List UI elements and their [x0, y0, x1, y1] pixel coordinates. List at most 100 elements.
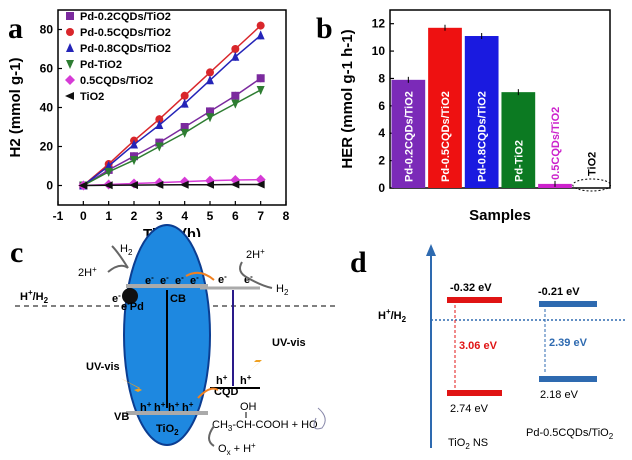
bar-label: Pd-0.8CQDs/TiO2: [477, 91, 489, 182]
hole-vb-3: h+: [168, 400, 180, 414]
pd-electron: e-: [112, 291, 121, 305]
bar-label: Pd-0.5CQDs/TiO2: [440, 91, 452, 182]
series-line: [82, 25, 262, 187]
hole-vb-1: h+: [140, 400, 152, 414]
data-point-marker: [65, 75, 75, 85]
plot-frame-b: [389, 9, 611, 189]
electron-transfer-arrow: [185, 271, 215, 281]
x-axis-label-b: Samples: [469, 207, 531, 224]
bar-label: Pd-TiO2: [513, 140, 525, 182]
y-tick-label-b: 10: [372, 44, 386, 58]
uvvis-lightning-right-icon: [246, 348, 268, 374]
data-point-marker: [206, 75, 214, 85]
pd-label: e-Pd: [121, 299, 144, 313]
y-tick-label-b: 2: [378, 154, 385, 168]
data-point-marker: [256, 30, 265, 40]
data-point-marker: [78, 181, 88, 190]
data-point-marker: [180, 98, 189, 108]
data-point-marker: [130, 156, 138, 166]
two-h-plus-left: 2H+: [78, 265, 97, 279]
bar: [391, 79, 426, 188]
y-tick-label-a: 20: [40, 140, 54, 154]
data-point-marker: [231, 51, 240, 61]
panel-b-letter: b: [316, 12, 333, 45]
data-point-marker: [256, 74, 265, 83]
y-tick-label-b: 8: [378, 71, 385, 85]
tio2-cb-value: -0.32 eV: [450, 282, 492, 294]
x-tick-label-a: 4: [181, 209, 188, 223]
series-line: [82, 77, 262, 187]
data-point-marker: [155, 115, 164, 124]
panel-d-diagram: d H+/H2 -0.32 eV 3.06 eV 2.74 eV TiO2 NS…: [350, 244, 625, 451]
pd-cb-value: -0.21 eV: [538, 286, 580, 298]
series-line: [82, 89, 262, 187]
series-5: [78, 180, 265, 190]
tio2-label: TiO2: [156, 423, 179, 437]
tio2-gap-value: 3.06 eV: [459, 340, 498, 352]
swirl-icon: [313, 407, 326, 430]
data-point-marker: [256, 85, 265, 95]
data-point-marker: [103, 181, 113, 190]
x-tick-label-a: 2: [131, 209, 138, 223]
data-point-marker: [206, 107, 214, 116]
data-point-marker: [66, 43, 74, 52]
cqd-electron-1: e-: [218, 272, 227, 286]
h2-product-left: H2: [120, 243, 133, 257]
y-tick-label-b: 6: [378, 99, 385, 113]
x-tick-label-a: 6: [232, 209, 239, 223]
bar: [501, 92, 536, 188]
y-axis-label-b: HER (mmol g-1 h-1): [339, 29, 356, 168]
h2-arrow-left: [111, 245, 129, 269]
data-point-marker: [206, 68, 214, 77]
electron-cb-1: e-: [145, 273, 154, 287]
x-tick-label-a: 0: [80, 209, 87, 223]
h-plus-h2-label: H+/H2: [20, 288, 49, 305]
oxidation-products: Ox + H+: [218, 441, 256, 457]
pd-composite-name: Pd-0.5CQDs/TiO2: [526, 427, 614, 441]
series-line: [82, 34, 262, 187]
legend-entry: Pd-TiO2: [80, 59, 122, 71]
cqd-hole-1: h+: [216, 373, 228, 387]
y-tick-label-b: 0: [378, 181, 385, 195]
data-point-marker: [66, 12, 74, 20]
bar-label: Pd-0.2CQDs/TiO2: [403, 91, 415, 182]
pd-cb-level: [539, 301, 597, 307]
y-tick-label-a: 60: [40, 62, 54, 76]
legend-entry: Pd-0.2CQDs/TiO2: [80, 11, 171, 23]
bar-label: TiO2: [587, 152, 599, 176]
legend-entry: Pd-0.8CQDs/TiO2: [80, 43, 171, 55]
h2-product-right: H2: [276, 283, 289, 297]
bar-label: 0.5CQDs/TiO2: [550, 107, 562, 180]
data-point-marker: [154, 180, 164, 189]
data-point-marker: [155, 120, 164, 130]
data-point-marker: [66, 60, 74, 69]
data-point-marker: [180, 123, 189, 131]
y-tick-label-a: 80: [40, 23, 54, 37]
x-tick-label-a: 7: [257, 209, 264, 223]
tio2-cb-level: [447, 297, 502, 303]
tio2-ns-name: TiO2 NS: [448, 437, 488, 451]
x-tick-label-a: -1: [53, 209, 64, 223]
oh-label: OH: [240, 401, 257, 413]
data-point-marker: [256, 21, 265, 30]
cqd-electron-2: e-: [244, 272, 253, 286]
y-tick-label-b: 12: [372, 17, 386, 31]
electron-cb-4: e-: [190, 273, 199, 287]
bar: [464, 36, 499, 189]
x-tick-label-a: 3: [156, 209, 163, 223]
cqd-label: CQD: [214, 386, 239, 398]
data-point-marker: [129, 181, 138, 190]
cqd-hole-2: h+: [240, 373, 252, 387]
pd-gap-value: 2.39 eV: [549, 337, 588, 349]
data-point-marker: [231, 91, 240, 100]
pd-particle: [122, 288, 138, 304]
data-point-marker: [231, 99, 240, 109]
uvvis-label-left: UV-vis: [86, 361, 120, 373]
legend-entry: TiO2: [80, 91, 104, 103]
hole-transfer-arrow: [197, 387, 219, 399]
hole-vb-2: h+: [154, 400, 166, 414]
legend-entry: 0.5CQDs/TiO2: [80, 75, 153, 87]
electron-cb-3: e-: [175, 273, 184, 287]
data-point-marker: [205, 180, 214, 189]
